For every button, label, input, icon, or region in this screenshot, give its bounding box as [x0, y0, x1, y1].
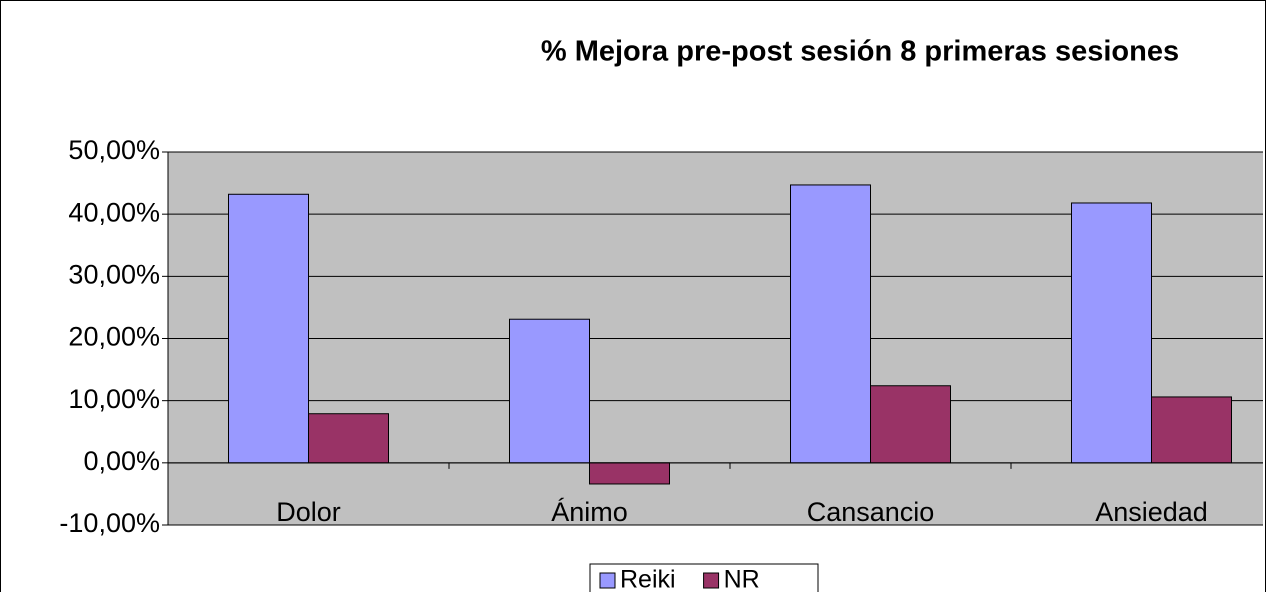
- x-tick-label: Dolor: [276, 497, 341, 527]
- bar: [308, 413, 389, 464]
- bar: [1071, 202, 1152, 464]
- legend-label: NR: [724, 566, 760, 592]
- bar: [589, 462, 670, 485]
- x-tick-label: Ánimo: [551, 497, 628, 527]
- bar: [1151, 396, 1232, 464]
- chart-title: % Mejora pre-post sesión 8 primeras sesi…: [541, 36, 1179, 68]
- y-tick-label: 30,00%: [68, 259, 160, 289]
- bar: [790, 184, 871, 464]
- legend-swatch: [703, 572, 720, 589]
- y-tick-label: -10,00%: [59, 508, 160, 538]
- x-tick-label: Ansiedad: [1095, 497, 1208, 527]
- bar: [870, 385, 951, 464]
- legend-label: Reiki: [620, 566, 676, 592]
- x-tick-label: Cansancio: [807, 497, 935, 527]
- y-tick-label: 0,00%: [83, 446, 160, 476]
- legend-swatch: [599, 572, 616, 589]
- y-tick-label: 50,00%: [68, 135, 160, 165]
- y-tick-label: 40,00%: [68, 197, 160, 227]
- y-tick-label: 10,00%: [68, 384, 160, 414]
- y-tick-label: 20,00%: [68, 322, 160, 352]
- bar: [509, 318, 590, 464]
- bar: [228, 193, 309, 464]
